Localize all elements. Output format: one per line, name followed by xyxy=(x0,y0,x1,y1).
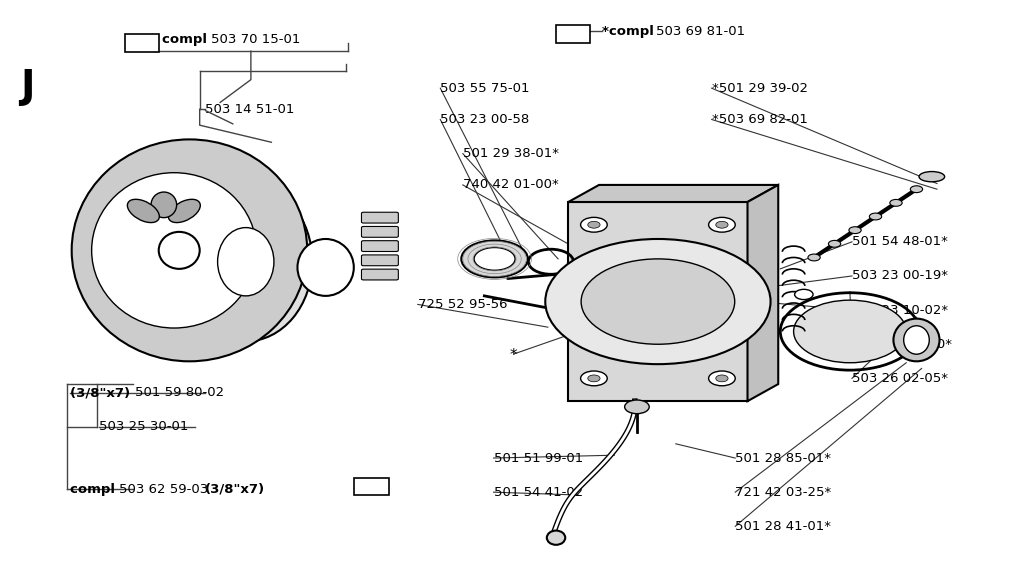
Text: (3/8"x7): (3/8"x7) xyxy=(70,386,134,399)
Text: 501 28 85-01*: 501 28 85-01* xyxy=(735,452,831,464)
Ellipse shape xyxy=(893,319,940,361)
FancyBboxPatch shape xyxy=(361,241,398,251)
Circle shape xyxy=(581,217,607,232)
Ellipse shape xyxy=(297,239,354,296)
Ellipse shape xyxy=(474,248,515,270)
Circle shape xyxy=(716,221,728,228)
Circle shape xyxy=(795,289,813,299)
Ellipse shape xyxy=(159,232,200,269)
Circle shape xyxy=(716,375,728,382)
Ellipse shape xyxy=(217,228,274,296)
Text: *503 69 82-01: *503 69 82-01 xyxy=(712,113,808,126)
FancyBboxPatch shape xyxy=(361,212,398,223)
Circle shape xyxy=(808,254,820,261)
Text: 740 42 01-00*: 740 42 01-00* xyxy=(463,179,559,191)
Circle shape xyxy=(582,259,735,344)
Ellipse shape xyxy=(461,240,528,278)
Text: 503 23 00-19*: 503 23 00-19* xyxy=(852,270,948,282)
Polygon shape xyxy=(748,185,778,401)
Circle shape xyxy=(794,300,906,363)
Ellipse shape xyxy=(547,530,565,545)
Circle shape xyxy=(625,400,649,414)
Circle shape xyxy=(581,371,607,386)
Text: 503 70 15-01: 503 70 15-01 xyxy=(211,34,300,46)
FancyBboxPatch shape xyxy=(361,255,398,266)
Text: 501 29 38-01*: 501 29 38-01* xyxy=(463,147,559,160)
Text: 503 26 02-05*: 503 26 02-05* xyxy=(852,372,948,385)
Text: 725 52 95-56: 725 52 95-56 xyxy=(418,298,507,311)
Text: 503 55 75-01: 503 55 75-01 xyxy=(440,82,529,94)
Text: *: * xyxy=(510,348,517,363)
Circle shape xyxy=(546,239,771,364)
FancyBboxPatch shape xyxy=(361,226,398,237)
FancyBboxPatch shape xyxy=(568,202,748,401)
Text: *501 29 39-02: *501 29 39-02 xyxy=(712,82,808,94)
Text: 721 42 03-25*: 721 42 03-25* xyxy=(735,486,831,498)
Ellipse shape xyxy=(91,172,256,328)
Ellipse shape xyxy=(151,192,177,218)
Text: 501 51 99-01: 501 51 99-01 xyxy=(494,452,583,464)
Circle shape xyxy=(584,254,600,263)
Circle shape xyxy=(709,371,735,386)
Text: 501 59 80-02: 501 59 80-02 xyxy=(135,386,224,399)
FancyBboxPatch shape xyxy=(125,34,159,52)
Circle shape xyxy=(869,213,882,220)
Circle shape xyxy=(910,185,923,192)
Ellipse shape xyxy=(72,139,307,361)
Ellipse shape xyxy=(168,199,201,222)
Text: compl: compl xyxy=(70,483,119,496)
FancyBboxPatch shape xyxy=(556,25,590,43)
Text: (3/8"x7): (3/8"x7) xyxy=(205,483,265,496)
Text: 503 23 00-58: 503 23 00-58 xyxy=(440,113,529,126)
Text: 501 54 41-02: 501 54 41-02 xyxy=(494,486,583,498)
Circle shape xyxy=(588,375,600,382)
Circle shape xyxy=(709,217,735,232)
FancyBboxPatch shape xyxy=(361,269,398,280)
Text: 501 28 41-01*: 501 28 41-01* xyxy=(735,520,831,533)
Circle shape xyxy=(849,226,861,233)
Text: 503 25 30-01: 503 25 30-01 xyxy=(99,420,188,433)
Circle shape xyxy=(890,200,902,207)
Text: 503 23 10-02*: 503 23 10-02* xyxy=(852,304,948,316)
Ellipse shape xyxy=(179,182,312,341)
FancyBboxPatch shape xyxy=(354,477,388,496)
Text: 740  42 24-00*: 740 42 24-00* xyxy=(852,338,952,351)
Text: 503 62 59-03: 503 62 59-03 xyxy=(119,483,212,496)
Text: compl: compl xyxy=(162,34,211,46)
Ellipse shape xyxy=(904,325,930,354)
Circle shape xyxy=(828,241,841,247)
Ellipse shape xyxy=(920,172,944,182)
Text: J: J xyxy=(20,68,35,106)
Ellipse shape xyxy=(127,199,160,222)
Polygon shape xyxy=(568,185,778,202)
Text: *compl: *compl xyxy=(602,25,658,38)
Text: 503 14 51-01: 503 14 51-01 xyxy=(205,103,294,116)
Text: 503 69 81-01: 503 69 81-01 xyxy=(656,25,745,38)
Text: 501 54 48-01*: 501 54 48-01* xyxy=(852,236,948,248)
Circle shape xyxy=(588,221,600,228)
